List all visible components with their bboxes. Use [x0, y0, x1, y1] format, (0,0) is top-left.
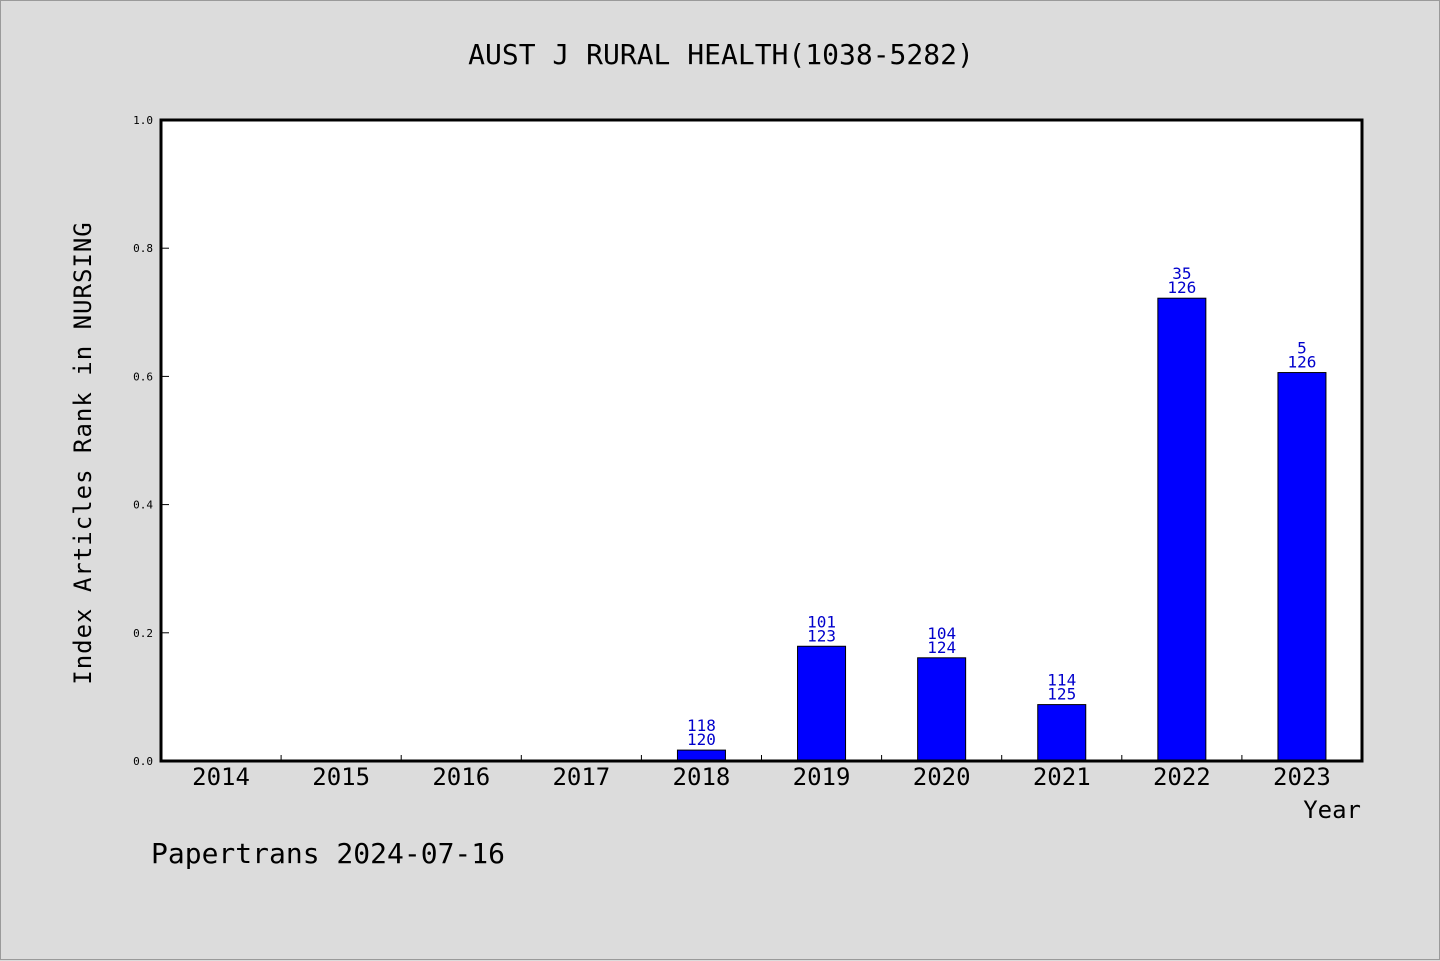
x-tick-label: 2014 — [192, 763, 250, 791]
bar-2019 — [797, 645, 847, 762]
y-axis-ticks: 0.0 0.2 0.4 0.6 0.8 1.0 — [133, 114, 169, 768]
bar-label-rank: 114 — [1047, 671, 1076, 690]
y-tick-label: 0.6 — [133, 370, 153, 383]
x-tick-label: 2022 — [1153, 763, 1211, 791]
bar-label-rank: 35 — [1172, 264, 1191, 283]
bar-label-rank: 104 — [927, 624, 956, 643]
bar-label-total: 123 — [807, 626, 836, 645]
bar-label-total: 124 — [927, 638, 956, 657]
y-tick-label: 0.8 — [133, 242, 153, 255]
bar-2023 — [1277, 372, 1327, 762]
bar-2021 — [1037, 704, 1087, 762]
bar-label-total: 126 — [1167, 278, 1196, 297]
bar-label-total: 120 — [687, 730, 716, 749]
x-tick-label: 2015 — [312, 763, 370, 791]
y-tick-label: 0.2 — [133, 627, 153, 640]
bars-group — [676, 297, 1327, 762]
x-tick-label: 2019 — [793, 763, 851, 791]
x-axis-label: Year — [1303, 796, 1361, 824]
x-axis-ticks: 2014 2015 2016 2017 2018 2019 2020 2021 2022 2023 — [192, 755, 1331, 791]
bar-2018 — [676, 749, 726, 762]
x-tick-label: 2020 — [913, 763, 971, 791]
bar-label-total: 125 — [1047, 685, 1076, 704]
bar-label-total: 126 — [1287, 353, 1316, 372]
bar-2020 — [917, 657, 967, 762]
x-tick-label: 2017 — [552, 763, 610, 791]
x-tick-label: 2016 — [432, 763, 490, 791]
bar-label-rank: 118 — [687, 716, 716, 735]
y-tick-label: 1.0 — [133, 114, 153, 127]
x-tick-label: 2023 — [1273, 763, 1331, 791]
plot-border — [159, 118, 1364, 763]
y-axis-label: Index Articles Rank in NURSING — [69, 221, 97, 684]
x-tick-label: 2021 — [1033, 763, 1091, 791]
footer-text: Papertrans 2024-07-16 — [151, 837, 505, 870]
y-tick-label: 0.0 — [133, 755, 153, 768]
bar-2022 — [1157, 297, 1207, 762]
bar-label-rank: 5 — [1297, 339, 1307, 358]
bar-label-rank: 101 — [807, 612, 836, 631]
y-tick-label: 0.4 — [133, 499, 153, 512]
x-tick-label: 2018 — [673, 763, 731, 791]
chart-title: AUST J RURAL HEALTH(1038-5282) — [468, 38, 974, 71]
